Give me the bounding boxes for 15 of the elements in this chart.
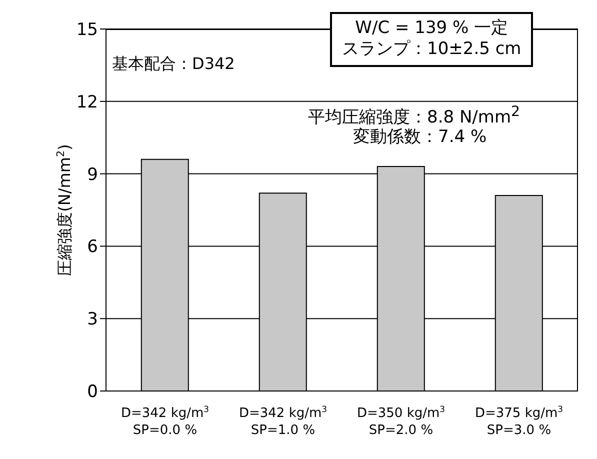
y-tick-label: 12 (76, 92, 98, 112)
annotation: 変動係数：7.4 % (353, 127, 487, 148)
annotation: W/C = 139 % 一定 (354, 18, 510, 40)
y-tick-label: 0 (87, 382, 98, 402)
y-tick-label: 3 (87, 310, 98, 330)
category-label: D=375 kg/m$^{3}$ SP=3.0 % (474, 404, 564, 438)
annotation: スランプ：10±2.5 cm (342, 39, 522, 60)
annotation: 基本配合：D342 (112, 54, 235, 74)
y-tick-label: 15 (76, 20, 98, 40)
y-tick-label: 9 (87, 164, 98, 185)
category-label: D=342 kg/m$^{3}$ SP=0.0 % (120, 404, 210, 438)
category-label: D=342 kg/m$^{3}$ SP=1.0 % (238, 404, 328, 438)
y-tick-label: 6 (87, 237, 98, 258)
annotation: 平均圧縮強度：8.8 N/mm$^{2}$ (308, 104, 520, 128)
category-label: D=350 kg/m$^{3}$ SP=2.0 % (356, 404, 446, 438)
